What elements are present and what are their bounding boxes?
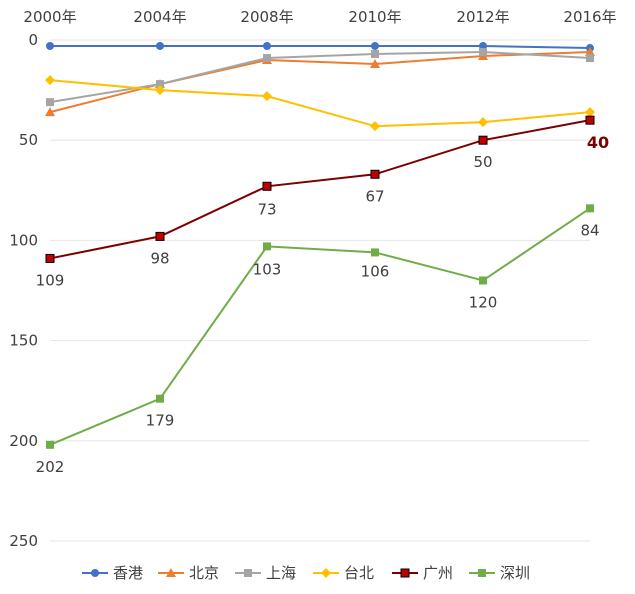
data-labels: 109 98 73 67 50 40 202 179 103 106 120 84: [36, 133, 609, 476]
legend-label: 上海: [266, 564, 296, 582]
data-point: [478, 135, 488, 145]
data-label: 109: [36, 271, 65, 289]
data-point: [585, 115, 595, 125]
legend-marker: [478, 569, 486, 577]
data-point: [155, 85, 165, 96]
legend-item: 台北: [313, 564, 374, 582]
series-line: [49, 79, 591, 128]
data-point: [586, 54, 594, 63]
data-point: [156, 80, 164, 89]
legend-item: 深圳: [469, 564, 530, 582]
data-label: 98: [150, 249, 169, 267]
legend-marker: [91, 569, 99, 577]
data-point: [46, 98, 54, 107]
data-point: [46, 440, 54, 449]
data-point: [263, 54, 271, 63]
legend-item: 上海: [235, 564, 296, 582]
legend: 香港 北京 上海 台北 广州 深圳: [82, 564, 530, 582]
y-tick-label: 0: [28, 31, 38, 49]
series-line: [49, 51, 591, 104]
legend-item: 广州: [392, 564, 453, 582]
data-point: [371, 248, 379, 257]
x-tick-label: 2010年: [348, 8, 401, 26]
series-2: [46, 48, 594, 107]
data-point: [263, 42, 271, 51]
data-label: 103: [253, 260, 282, 278]
data-point: [370, 169, 380, 179]
legend-item: 北京: [158, 564, 219, 582]
series-4: [45, 115, 595, 263]
data-label: 106: [361, 262, 390, 280]
data-point: [155, 231, 165, 241]
data-point: [45, 107, 55, 117]
data-point: [156, 42, 164, 51]
series-line: [49, 207, 591, 446]
x-tick-label: 2000年: [23, 8, 76, 26]
series-5: [46, 204, 594, 449]
x-axis-ticks: 2000年 2004年 2008年 2010年 2012年 2016年: [23, 8, 616, 26]
data-point: [156, 394, 164, 403]
series-line: [50, 45, 591, 50]
data-label: 73: [257, 200, 276, 218]
y-tick-label: 150: [9, 332, 38, 350]
data-point: [478, 117, 488, 128]
data-point: [370, 121, 380, 132]
data-point: [371, 42, 379, 51]
legend-label: 北京: [189, 564, 219, 582]
data-point: [262, 181, 272, 191]
data-label: 40: [587, 133, 609, 152]
y-tick-label: 100: [9, 231, 38, 249]
data-point: [479, 42, 487, 51]
series-line: [49, 119, 591, 260]
x-tick-label: 2016年: [563, 8, 616, 26]
legend-label: 香港: [113, 564, 143, 582]
data-point: [371, 50, 379, 59]
data-point: [585, 107, 595, 118]
data-label: 50: [473, 153, 492, 171]
x-tick-label: 2012年: [456, 8, 509, 26]
series-lines: [45, 42, 595, 449]
legend-label: 台北: [344, 564, 374, 582]
data-point: [46, 42, 54, 51]
legend-marker: [166, 568, 176, 577]
series-line: [49, 51, 591, 114]
data-label: 67: [365, 187, 384, 205]
data-label: 179: [146, 412, 175, 430]
data-point: [479, 276, 487, 285]
x-tick-label: 2008年: [240, 8, 293, 26]
series-0: [46, 42, 594, 53]
legend-label: 广州: [423, 564, 453, 582]
legend-marker: [400, 568, 410, 578]
y-tick-label: 50: [19, 131, 38, 149]
data-point: [263, 242, 271, 251]
data-point: [262, 91, 272, 102]
legend-item: 香港: [82, 564, 143, 582]
gridlines: [50, 39, 590, 542]
series-1: [45, 47, 595, 117]
data-label: 84: [580, 221, 599, 239]
data-point: [370, 59, 380, 69]
legend-marker: [244, 569, 252, 577]
data-point: [586, 204, 594, 213]
legend-label: 深圳: [500, 564, 530, 582]
data-point: [479, 48, 487, 57]
y-tick-label: 250: [9, 532, 38, 550]
legend-marker: [321, 568, 331, 578]
data-label: 120: [469, 293, 498, 311]
data-point: [45, 253, 55, 263]
y-tick-label: 200: [9, 432, 38, 450]
data-point: [45, 75, 55, 86]
series-3: [45, 75, 595, 132]
data-label: 202: [36, 458, 65, 476]
y-axis-ticks: 0 50 100 150 200 250: [9, 31, 38, 550]
x-tick-label: 2004年: [133, 8, 186, 26]
data-point: [585, 47, 595, 57]
